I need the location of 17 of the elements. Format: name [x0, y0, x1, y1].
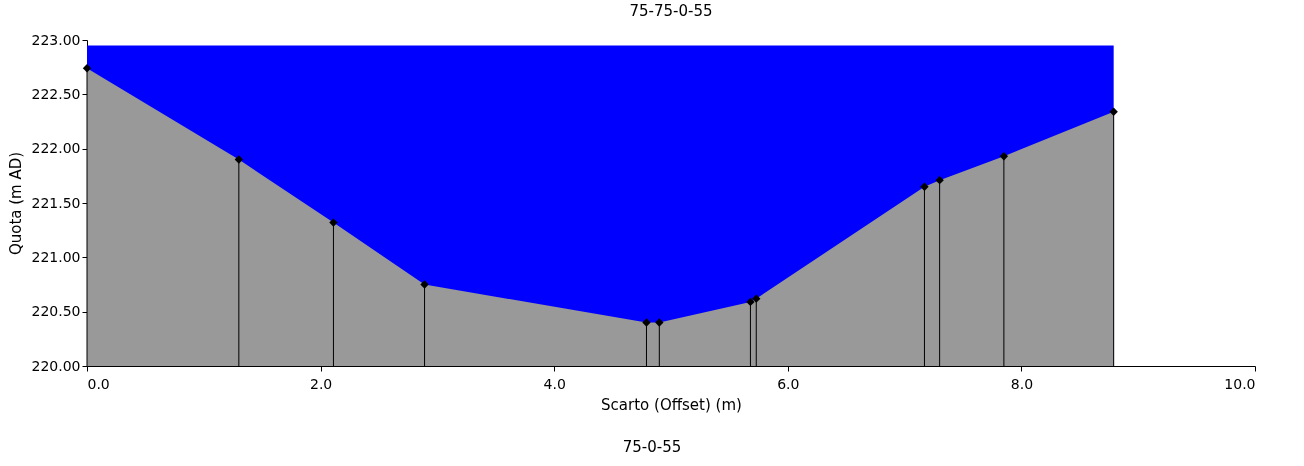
text: 75-0-55 — [621, 438, 683, 456]
y-tick-label: 221.50 — [31, 194, 81, 211]
x-tick-label: 10.0 — [1224, 375, 1256, 392]
y-tick-label: 223.00 — [31, 31, 81, 48]
y-tick-label: 221.00 — [31, 248, 81, 265]
x-tick-label: 6.0 — [777, 375, 800, 392]
y-axis-title: Quota (m AD) — [6, 151, 25, 256]
x-tick-label: 0.0 — [87, 375, 110, 392]
x-axis-title: Scarto (Offset) (m) — [601, 395, 742, 414]
y-tick-label: 220.50 — [31, 303, 81, 320]
y-tick-label: 220.00 — [31, 357, 81, 374]
x-tick-label: 2.0 — [309, 375, 333, 392]
x-tick-label: 8.0 — [1010, 375, 1034, 392]
y-tick-label: 222.50 — [31, 85, 81, 102]
chart-title: 75-75-0-55 — [629, 2, 713, 20]
y-tick-label: 222.00 — [31, 140, 81, 157]
x-tick-label: 4.0 — [543, 375, 566, 392]
